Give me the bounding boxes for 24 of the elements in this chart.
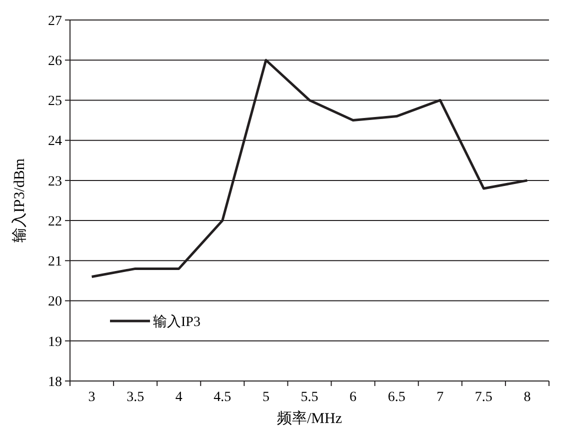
x-tick-label: 6.5 bbox=[388, 390, 406, 405]
y-axis-title: 输入IP3/dBm bbox=[11, 158, 28, 243]
y-tick-label: 27 bbox=[48, 14, 62, 29]
x-tick-label: 3 bbox=[88, 390, 96, 405]
x-tick-label: 8 bbox=[524, 390, 531, 405]
x-tick-label: 7 bbox=[436, 390, 444, 405]
y-tick-label: 24 bbox=[48, 134, 62, 150]
y-tick-label: 26 bbox=[48, 54, 62, 70]
x-tick-label: 5 bbox=[262, 390, 270, 405]
x-tick-label: 5.5 bbox=[300, 390, 318, 405]
y-tick-label: 21 bbox=[48, 254, 62, 270]
x-tick-label: 7.5 bbox=[474, 390, 492, 405]
y-tick-label: 19 bbox=[48, 334, 62, 350]
x-axis-title: 频率/MHz bbox=[277, 410, 342, 427]
x-tick-label: 4 bbox=[175, 390, 182, 405]
y-tick-label: 18 bbox=[48, 374, 62, 390]
y-tick-label: 25 bbox=[48, 94, 62, 110]
y-tick-label: 23 bbox=[48, 174, 62, 190]
x-tick-label: 6 bbox=[350, 390, 357, 405]
x-tick-label: 4.5 bbox=[214, 390, 232, 405]
y-tick-label: 22 bbox=[48, 214, 62, 230]
x-tick-label: 3.5 bbox=[126, 390, 144, 405]
legend-label: 输入IP3 bbox=[153, 314, 200, 330]
y-tick-label: 20 bbox=[48, 294, 62, 310]
